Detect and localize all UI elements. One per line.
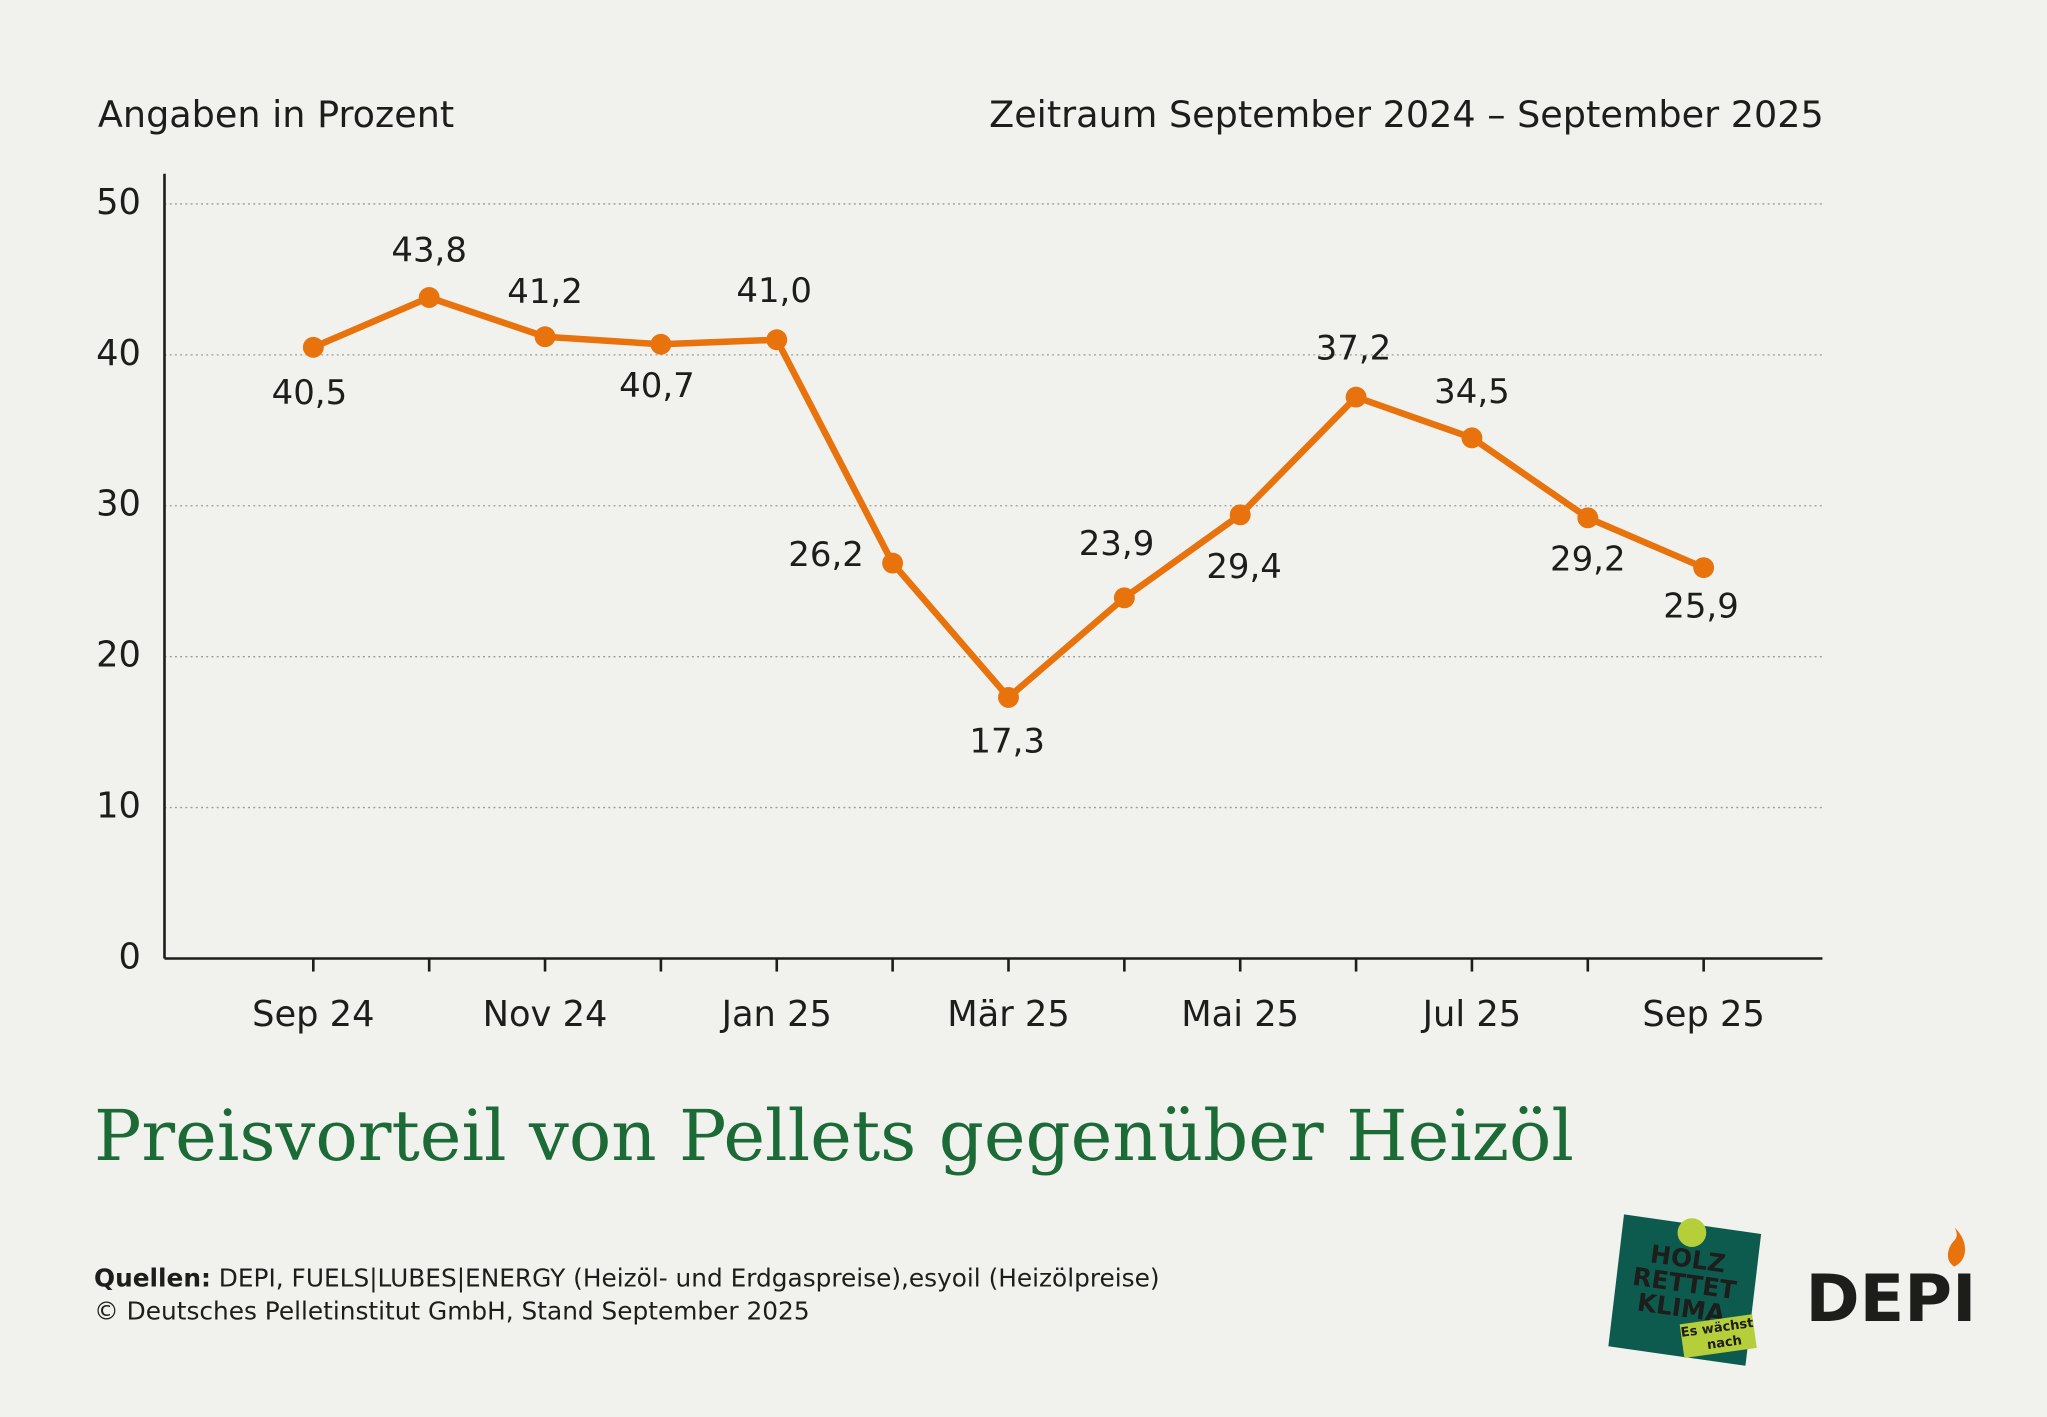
data-point <box>998 686 1019 708</box>
data-label: 29,2 <box>1550 539 1626 579</box>
data-label: 37,2 <box>1316 329 1392 369</box>
sources-text: DEPI, FUELS|LUBES|ENERGY (Heizöl- und Er… <box>219 1264 1160 1293</box>
data-label: 26,2 <box>788 535 864 575</box>
data-point <box>766 329 788 351</box>
period-note: Zeitraum September 2024 – September 2025 <box>989 93 1824 136</box>
y-tick-label: 10 <box>96 786 141 827</box>
data-point <box>1461 427 1483 449</box>
data-point <box>1577 507 1599 529</box>
data-point <box>650 333 672 355</box>
data-point <box>302 336 324 358</box>
logo-tree <box>1677 1218 1707 1248</box>
x-tick-label: Nov 24 <box>483 994 608 1035</box>
data-label: 25,9 <box>1663 587 1739 627</box>
depi-logo: DEPI <box>1805 1227 1976 1337</box>
y-tick-label: 30 <box>96 484 141 525</box>
x-tick-label: Sep 24 <box>252 994 374 1035</box>
unit-note: Angaben in Prozent <box>98 93 454 136</box>
chart-title: Preisvorteil von Pellets gegenüber Heizö… <box>94 1095 1574 1177</box>
data-point <box>1345 386 1367 408</box>
y-tick-label: 0 <box>119 937 141 978</box>
data-label: 23,9 <box>1079 524 1155 564</box>
data-point <box>882 552 904 574</box>
logo-slogan: nach <box>1706 1333 1743 1353</box>
data-point <box>418 287 440 308</box>
sources: Quellen: DEPI, FUELS|LUBES|ENERGY (Heizöl… <box>94 1264 1160 1293</box>
x-tick-label: Mai 25 <box>1181 994 1299 1035</box>
y-tick-label: 20 <box>96 635 141 676</box>
data-point <box>1693 557 1715 579</box>
depi-text: DEPI <box>1805 1261 1976 1337</box>
data-label: 43,8 <box>391 230 467 270</box>
data-point <box>1113 587 1135 609</box>
y-tick-label: 50 <box>96 182 141 223</box>
y-tick-label: 40 <box>96 333 141 374</box>
data-label: 41,0 <box>736 271 812 311</box>
holz-logo: HOLZ RETTET KLIMA Es wächst nach <box>1608 1214 1762 1366</box>
copyright: © Deutsches Pelletinstitut GmbH, Stand S… <box>94 1296 810 1325</box>
data-label: 34,5 <box>1434 372 1510 412</box>
data-label: 17,3 <box>969 722 1045 762</box>
x-tick-label: Mär 25 <box>947 994 1070 1035</box>
logo-sticker <box>1679 1314 1757 1359</box>
data-label: 40,5 <box>272 373 348 413</box>
data-point <box>534 326 556 348</box>
data-point <box>1229 504 1251 526</box>
data-label: 41,2 <box>507 272 583 312</box>
x-tick-label: Jul 25 <box>1421 994 1522 1035</box>
x-tick-label: Sep 25 <box>1642 994 1764 1035</box>
depi-flame <box>1947 1227 1966 1267</box>
data-label: 29,4 <box>1206 547 1282 587</box>
sources-label: Quellen: <box>94 1264 211 1293</box>
x-tick-label: Jan 25 <box>720 994 832 1035</box>
data-label: 40,7 <box>619 366 695 406</box>
